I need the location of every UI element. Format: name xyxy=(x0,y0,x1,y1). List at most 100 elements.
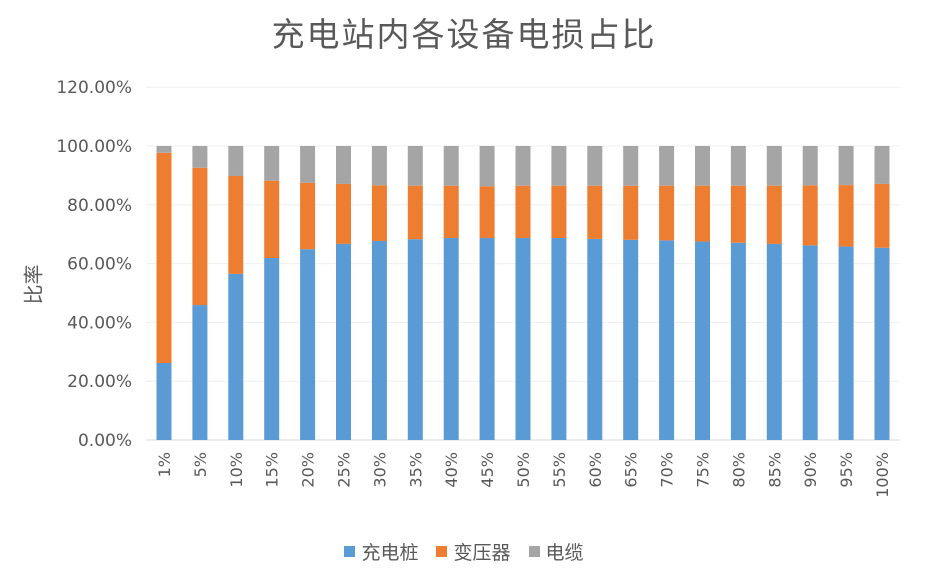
x-tick-label: 10% xyxy=(227,452,246,488)
x-tick-label: 60% xyxy=(586,452,605,488)
legend-item: 电缆 xyxy=(528,538,584,565)
y-tick-label: 60.00% xyxy=(67,255,132,275)
bar-segment-cable xyxy=(371,146,387,186)
bar-segment-cable xyxy=(587,146,603,186)
x-tick-label: 30% xyxy=(370,452,389,488)
x-tick-label: 20% xyxy=(299,452,318,488)
x-tick-label: 75% xyxy=(694,452,713,488)
bar-segment-cable xyxy=(479,146,495,187)
y-tick-label: 20.00% xyxy=(67,372,132,392)
bar-segment-cable xyxy=(407,146,423,186)
bar-segment-transformer xyxy=(515,185,531,239)
bar-segment-cable xyxy=(695,146,710,186)
bar-segment-transformer xyxy=(228,175,244,274)
legend-label: 充电桩 xyxy=(361,542,419,564)
legend-swatch xyxy=(344,546,356,557)
legend-swatch xyxy=(528,546,540,557)
bar-segment-charger xyxy=(228,273,244,440)
x-tick-label: 35% xyxy=(406,452,425,488)
bar-segment-transformer xyxy=(766,185,782,244)
x-tick-label: 5% xyxy=(191,452,210,477)
bar-segment-transformer xyxy=(838,185,854,247)
bar-segment-transformer xyxy=(336,183,351,244)
x-tick-label: 90% xyxy=(801,452,820,488)
x-tick-label: 85% xyxy=(765,452,784,488)
y-tick-label: 40.00% xyxy=(67,313,132,333)
bar-segment-transformer xyxy=(802,185,818,246)
bar-segment-cable xyxy=(192,146,208,168)
y-tick-label: 0.00% xyxy=(78,431,132,451)
bar-segment-transformer xyxy=(371,185,387,241)
bar-segment-cable xyxy=(874,146,890,184)
bar-segment-charger xyxy=(766,243,782,440)
bar-segment-charger xyxy=(371,240,387,440)
bar-segment-cable xyxy=(156,146,172,153)
bar-segment-charger xyxy=(659,240,675,440)
x-tick-label: 70% xyxy=(658,452,677,488)
bar-segment-charger xyxy=(695,241,710,440)
y-tick-label: 80.00% xyxy=(67,196,132,216)
legend-item: 充电桩 xyxy=(344,538,418,565)
bar-segment-charger xyxy=(802,245,818,440)
bar-segment-transformer xyxy=(874,183,890,248)
chart-title: 充电站内各设备电损占比 xyxy=(271,15,657,54)
bar-segment-cable xyxy=(228,146,244,176)
x-tick-label: 40% xyxy=(442,452,461,488)
bar-segment-transformer xyxy=(443,185,459,239)
bar-segment-cable xyxy=(623,146,639,186)
bar-segment-transformer xyxy=(156,152,172,363)
x-tick-label: 45% xyxy=(478,452,497,488)
bar-segment-transformer xyxy=(623,185,639,240)
bar-segment-transformer xyxy=(551,185,567,239)
bar-segment-charger xyxy=(551,238,567,440)
bar-segment-cable xyxy=(659,146,675,186)
bar-segment-charger xyxy=(515,238,531,440)
bar-segment-charger xyxy=(443,238,459,440)
legend-item: 变压器 xyxy=(436,538,511,565)
legend-swatch xyxy=(436,546,448,557)
x-tick-label: 55% xyxy=(550,452,569,488)
bar-segment-transformer xyxy=(695,185,710,242)
bar-segment-transformer xyxy=(659,185,675,241)
bar-segment-cable xyxy=(300,146,316,183)
legend-label: 变压器 xyxy=(453,542,511,564)
x-tick-label: 100% xyxy=(873,452,892,498)
bar-segment-cable xyxy=(802,146,818,186)
bar-segment-transformer xyxy=(264,180,280,259)
bar-segment-cable xyxy=(766,146,782,186)
bar-segment-cable xyxy=(336,146,351,184)
bar-segment-transformer xyxy=(300,182,316,250)
bar-segment-charger xyxy=(587,238,603,440)
bar-segment-cable xyxy=(443,146,459,186)
bar-segment-charger xyxy=(336,243,351,440)
y-tick-label: 120.00% xyxy=(56,78,132,98)
bar-segment-cable xyxy=(515,146,531,186)
bar-segment-charger xyxy=(874,247,890,440)
legend: 充电桩 变压器 电缆 xyxy=(0,538,928,565)
x-tick-label: 25% xyxy=(335,452,354,488)
bar-segment-transformer xyxy=(407,185,423,240)
bar-segment-charger xyxy=(407,239,423,440)
bar-segment-transformer xyxy=(192,167,208,306)
bar-segment-transformer xyxy=(479,186,495,239)
bar-segment-transformer xyxy=(730,185,746,243)
x-tick-label: 65% xyxy=(622,452,641,488)
x-tick-label: 1% xyxy=(155,452,174,477)
x-tick-label: 80% xyxy=(729,452,748,488)
bar-segment-cable xyxy=(730,146,746,186)
bar-segment-charger xyxy=(479,238,495,440)
bar-segment-cable xyxy=(838,146,854,186)
bar-segment-charger xyxy=(730,242,746,440)
bar-segment-charger xyxy=(623,239,639,440)
bar-segment-charger xyxy=(192,305,208,440)
bar-segment-cable xyxy=(264,146,280,181)
bar-segment-charger xyxy=(156,362,172,440)
bar-segment-transformer xyxy=(587,185,603,239)
bar-segment-charger xyxy=(300,249,316,440)
bar-segment-charger xyxy=(264,258,280,440)
x-tick-label: 95% xyxy=(837,452,856,488)
legend-label: 电缆 xyxy=(545,542,584,564)
bar-segment-charger xyxy=(838,246,854,440)
bar-segment-cable xyxy=(551,146,567,186)
